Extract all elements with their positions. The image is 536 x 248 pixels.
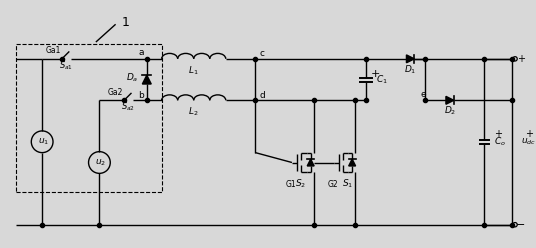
Text: $C_1$: $C_1$	[376, 73, 388, 86]
Polygon shape	[446, 96, 454, 104]
Polygon shape	[349, 159, 355, 166]
Text: $u_{dc}$: $u_{dc}$	[522, 136, 536, 147]
Text: $u_1$: $u_1$	[38, 136, 49, 147]
Text: $C_o$: $C_o$	[494, 135, 506, 148]
Text: G2: G2	[328, 180, 339, 189]
Polygon shape	[406, 55, 414, 63]
Text: a: a	[138, 48, 144, 58]
Text: +: +	[517, 54, 525, 64]
Text: $L_1$: $L_1$	[189, 64, 199, 77]
Text: 1: 1	[122, 16, 129, 29]
Text: $S_{a2}$: $S_{a2}$	[121, 101, 135, 114]
Text: c: c	[259, 49, 264, 59]
Text: $S_{a1}$: $S_{a1}$	[59, 60, 73, 72]
Text: $D_a$: $D_a$	[126, 71, 139, 84]
Polygon shape	[307, 159, 314, 166]
Text: e: e	[420, 90, 426, 99]
Text: $S_2$: $S_2$	[295, 178, 307, 190]
Text: G1: G1	[286, 180, 296, 189]
Text: $D_2$: $D_2$	[444, 105, 456, 117]
Bar	[16, 44, 162, 192]
Text: d: d	[259, 91, 265, 100]
Text: +: +	[494, 129, 502, 139]
Text: $u_2$: $u_2$	[95, 157, 106, 168]
Text: $S_1$: $S_1$	[341, 178, 353, 190]
Text: +: +	[525, 129, 533, 139]
Text: $D_1$: $D_1$	[404, 63, 416, 76]
Text: Ga2: Ga2	[108, 88, 123, 97]
Text: $L_2$: $L_2$	[189, 106, 199, 118]
Text: −: −	[516, 220, 526, 230]
Polygon shape	[143, 75, 151, 84]
Text: +: +	[371, 69, 381, 79]
Text: b: b	[138, 91, 144, 100]
Text: Ga1: Ga1	[46, 46, 61, 56]
